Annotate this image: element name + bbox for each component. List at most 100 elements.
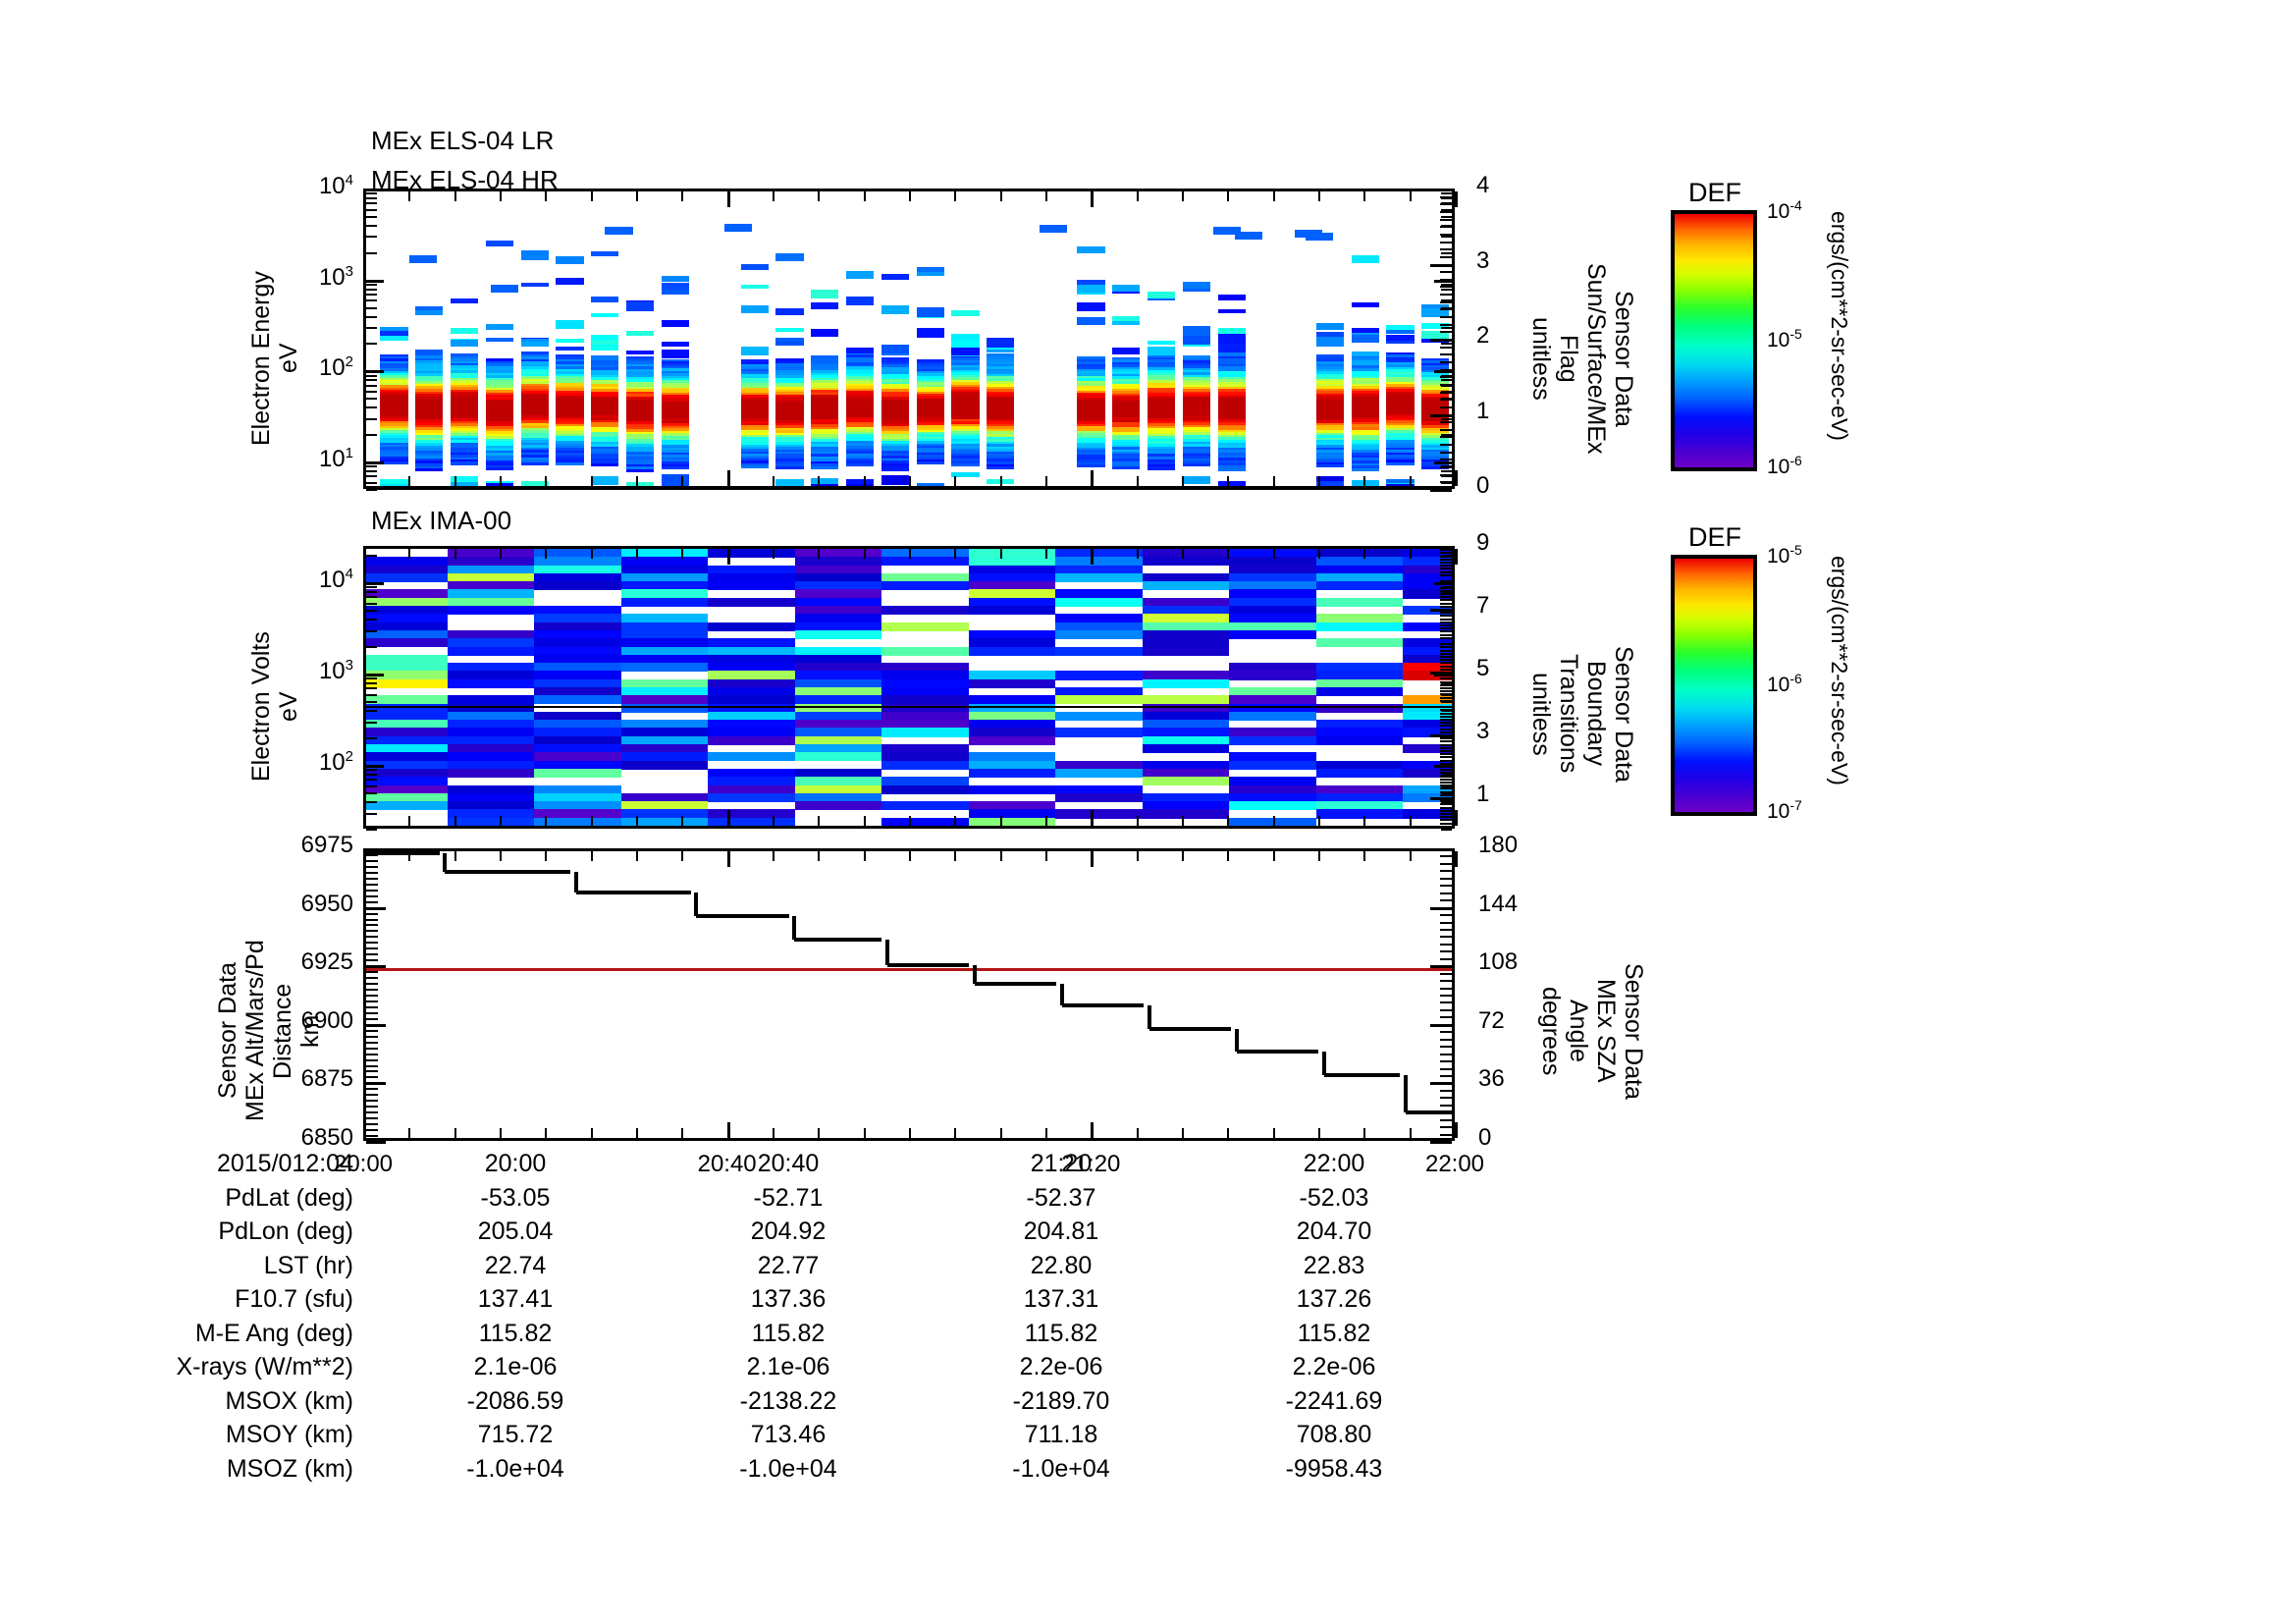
- spectrogram-cell: [415, 408, 444, 413]
- spectrogram-cell: [366, 663, 448, 673]
- spectrogram-cell: [1351, 416, 1379, 420]
- spectrogram-cell: [415, 416, 444, 421]
- spectrogram-cell: [520, 406, 549, 409]
- spectrogram-cell: [1421, 408, 1450, 412]
- spectrogram-cell: [1112, 284, 1141, 293]
- spectrogram-cell: [916, 450, 944, 454]
- spectrogram-cell: [811, 406, 839, 410]
- spectrogram-cell: [881, 760, 969, 770]
- spectrogram-cell: [485, 377, 514, 381]
- spectrogram-cell: [951, 369, 980, 373]
- xaxis-tick-label: 21:20: [1061, 1151, 1121, 1177]
- colorbar1-gradient: [1675, 214, 1753, 467]
- spectrogram-cell: [811, 409, 839, 413]
- spectrogram-cell: [556, 356, 584, 360]
- spectrogram-cell: [1142, 809, 1230, 819]
- spectrogram-cell: [881, 458, 910, 461]
- spectrogram-cell: [485, 448, 514, 452]
- spectrogram-cell: [591, 417, 619, 421]
- spectrogram-cell: [447, 646, 535, 656]
- spectrogram-cell: [987, 421, 1015, 425]
- spectrogram-cell: [1112, 378, 1141, 382]
- spectrogram-cell: [987, 454, 1015, 458]
- panel2-plot-area[interactable]: [363, 546, 1455, 829]
- spectrogram-cell: [1386, 354, 1415, 358]
- spectrogram-cell: [1315, 549, 1404, 559]
- spectrogram-cell: [775, 432, 804, 436]
- spectrogram-cell: [451, 394, 479, 398]
- spectrogram-cell: [775, 380, 804, 384]
- spectrogram-cell: [1351, 357, 1379, 361]
- spectrogram-cell: [1217, 416, 1246, 420]
- spectrogram-cell: [740, 383, 769, 387]
- spectrogram-cell: [987, 428, 1015, 433]
- spectrogram-cell: [740, 444, 769, 448]
- spectrogram-cell: [661, 428, 690, 432]
- spectrogram-cell: [951, 389, 980, 393]
- spectrogram-cell: [591, 454, 619, 458]
- spectrogram-cell: [591, 439, 619, 443]
- spectrogram-cell: [846, 390, 875, 395]
- spectrogram-cell: [520, 447, 549, 451]
- spectrogram-cell: [1182, 451, 1211, 455]
- spectrogram-cell: [591, 355, 619, 359]
- spectrogram-cell: [881, 744, 969, 754]
- panel3-plot-area[interactable]: [363, 848, 1455, 1141]
- spectrogram-cell: [1148, 387, 1176, 392]
- table-cell: 2.1e-06: [746, 1353, 830, 1380]
- spectrogram-cell: [775, 439, 804, 443]
- spectrogram-cell: [794, 735, 882, 745]
- spectrogram-cell: [881, 305, 910, 315]
- spectrogram-cell: [451, 440, 479, 444]
- spectrogram-cell: [951, 456, 980, 460]
- spectrogram-cell: [846, 453, 875, 457]
- spectrogram-cell: [775, 422, 804, 426]
- spectrogram-cell: [366, 638, 448, 648]
- spectrogram-cell: [1421, 420, 1450, 424]
- spectrogram-cell: [811, 456, 839, 460]
- spectrogram-cell: [1421, 466, 1450, 470]
- panel2-ytick-label: 103: [318, 657, 353, 684]
- panel1-plot-area[interactable]: [363, 189, 1455, 489]
- spectrogram-cell: [1386, 356, 1415, 360]
- spectrogram-cell: [415, 448, 444, 452]
- spectrogram-cell: [626, 416, 655, 420]
- spectrogram-cell: [1315, 406, 1344, 409]
- spectrogram-cell: [951, 333, 980, 343]
- spectrogram-cell: [811, 446, 839, 450]
- spectrogram-cell: [591, 391, 619, 395]
- spectrogram-cell: [708, 792, 795, 802]
- spectrogram-cell: [1055, 784, 1143, 794]
- spectrogram-cell: [1315, 383, 1344, 387]
- spectrogram-cell: [1142, 614, 1230, 623]
- spectrogram-cell: [740, 465, 769, 469]
- spectrogram-cell: [1148, 390, 1176, 394]
- spectrogram-cell: [1386, 391, 1415, 395]
- spectrogram-cell: [485, 387, 514, 391]
- spectrogram-cell: [626, 454, 655, 458]
- spectrogram-cell: [415, 422, 444, 426]
- spectrogram-cell: [1077, 435, 1105, 439]
- spectrogram-cell: [811, 451, 839, 455]
- spectrogram-cell: [951, 362, 980, 366]
- spectrogram-cell: [626, 404, 655, 407]
- panel3-altitude-segment: [573, 871, 578, 893]
- spectrogram-cell: [1351, 404, 1379, 407]
- spectrogram-cell: [366, 654, 448, 664]
- spectrogram-cell: [987, 368, 1015, 372]
- table-cell: 22.77: [757, 1251, 820, 1279]
- spectrogram-cell: [846, 451, 875, 455]
- spectrogram-cell: [520, 460, 549, 463]
- spectrogram-cell: [881, 389, 910, 393]
- table-cell: -52.37: [1026, 1183, 1096, 1212]
- spectrogram-cell: [520, 403, 549, 406]
- spectrogram-cell: [1386, 361, 1415, 365]
- spectrogram-cell: [1229, 752, 1316, 762]
- spectrogram-cell: [380, 442, 408, 446]
- spectrogram-cell: [1182, 458, 1211, 461]
- spectrogram-cell: [811, 367, 839, 371]
- spectrogram-cell: [1421, 364, 1450, 369]
- spectrogram-cell: [881, 467, 910, 471]
- spectrogram-cell: [968, 572, 1056, 582]
- spectrogram-cell: [366, 695, 448, 705]
